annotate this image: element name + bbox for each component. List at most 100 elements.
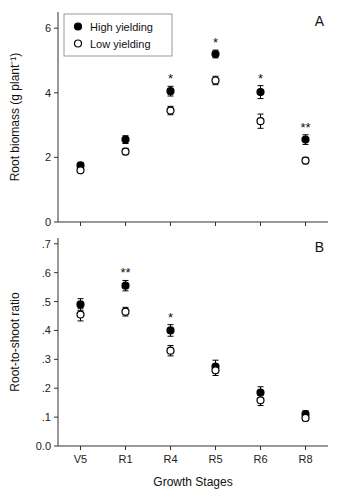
legend-label: High yielding <box>90 21 153 33</box>
x-axis-line <box>58 222 328 223</box>
error-bar <box>168 86 174 96</box>
y-axis-line <box>58 238 59 446</box>
point <box>77 311 84 318</box>
point <box>212 367 219 374</box>
x-tick-label: R4 <box>163 453 177 465</box>
error-bar <box>258 114 264 128</box>
legend-marker <box>75 40 82 47</box>
error-bar <box>213 360 219 373</box>
x-tick-label: R6 <box>253 453 267 465</box>
x-tick <box>125 446 126 450</box>
point <box>302 414 309 421</box>
x-tick <box>215 446 216 450</box>
marks <box>77 50 309 174</box>
error-bar <box>123 307 129 316</box>
point <box>77 301 84 308</box>
y-axis-label: Root biomass (g plant⁻¹) <box>8 53 22 182</box>
error-bar <box>303 135 309 145</box>
y-tick-label: .1 <box>42 411 51 423</box>
y-tick <box>54 272 58 273</box>
significance-label: * <box>258 71 263 86</box>
y-tick <box>54 330 58 331</box>
point <box>122 282 129 289</box>
point <box>257 118 264 125</box>
error-bar <box>258 86 264 99</box>
error-bar <box>213 76 219 84</box>
x-tick <box>260 446 261 450</box>
error-bar <box>168 345 174 355</box>
x-tick <box>80 222 81 226</box>
error-bar <box>213 365 219 375</box>
error-bar <box>123 280 129 290</box>
x-tick <box>170 222 171 226</box>
marks <box>77 280 309 421</box>
y-tick-label: 2 <box>45 151 51 163</box>
page: {"chart_data": [ {"type": "errorbar", "t… <box>0 0 340 500</box>
y-tick <box>54 222 58 223</box>
x-tick <box>80 446 81 450</box>
panel: 0.0.1.2.3.4.5.6.7V5R1R4R5R6R8Root-to-sho… <box>8 238 328 489</box>
significance-label: ** <box>300 120 310 135</box>
y-axis-label: Root-to-shoot ratio <box>8 292 22 392</box>
point <box>212 51 219 58</box>
x-axis-label: Growth Stages <box>153 475 232 489</box>
y-tick-label: .6 <box>42 267 51 279</box>
legend-label: Low yielding <box>90 38 151 50</box>
y-tick <box>54 417 58 418</box>
panel-label: A <box>315 13 325 29</box>
error-bar <box>78 308 84 321</box>
x-tick <box>305 446 306 450</box>
y-tick-label: 0 <box>45 216 51 228</box>
y-tick <box>54 359 58 360</box>
point <box>167 88 174 95</box>
legend-marker <box>75 23 82 30</box>
error-bar <box>258 395 264 405</box>
panel: 0246Root biomass (g plant⁻¹)*****AHigh y… <box>8 12 328 228</box>
panel-label: B <box>315 239 324 255</box>
x-tick-label: R8 <box>298 453 312 465</box>
x-tick-label: R5 <box>208 453 222 465</box>
point <box>302 136 309 143</box>
point <box>122 308 129 315</box>
error-bar <box>168 106 174 114</box>
significance-label: * <box>168 310 173 325</box>
point <box>302 157 309 164</box>
x-tick-label: R1 <box>118 453 132 465</box>
y-tick-label: .7 <box>42 238 51 250</box>
error-bar <box>168 325 174 337</box>
point <box>122 148 129 155</box>
y-tick-label: .2 <box>42 382 51 394</box>
error-bar <box>303 157 309 163</box>
y-tick-label: .5 <box>42 296 51 308</box>
x-tick <box>305 222 306 226</box>
y-tick <box>54 92 58 93</box>
y-tick <box>54 243 58 244</box>
error-bar <box>303 415 309 421</box>
y-tick-label: 0.0 <box>36 440 51 452</box>
y-tick <box>54 388 58 389</box>
y-axis-line <box>58 12 59 222</box>
y-tick-label: 6 <box>45 22 51 34</box>
legend: High yielding Low yielding <box>64 14 172 56</box>
error-bar <box>123 136 129 144</box>
y-tick <box>54 157 58 158</box>
y-tick <box>54 301 58 302</box>
x-tick <box>260 222 261 226</box>
y-tick-label: .4 <box>42 324 51 336</box>
legend-frame <box>64 14 172 56</box>
significance-label: ** <box>120 265 130 280</box>
significance-label: * <box>168 71 173 86</box>
x-tick <box>215 222 216 226</box>
point <box>167 107 174 114</box>
x-tick-label: V5 <box>74 453 87 465</box>
point <box>257 89 264 96</box>
y-tick <box>54 446 58 447</box>
x-axis-line <box>58 446 328 447</box>
y-tick-label: 4 <box>45 87 51 99</box>
point <box>257 397 264 404</box>
point <box>167 347 174 354</box>
x-tick <box>170 446 171 450</box>
point <box>212 77 219 84</box>
chart-svg: 0246Root biomass (g plant⁻¹)*****AHigh y… <box>0 0 340 500</box>
error-bar <box>213 50 219 58</box>
